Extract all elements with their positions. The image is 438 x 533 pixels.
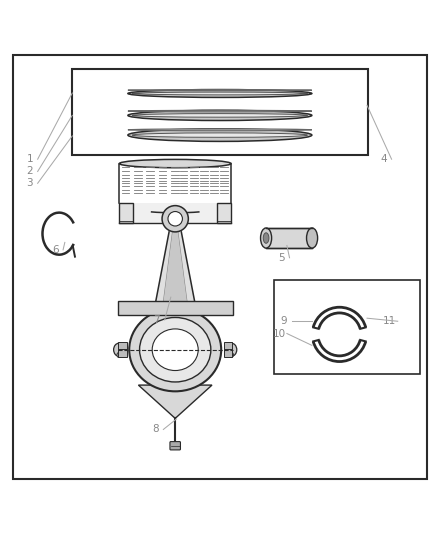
Bar (217, 203, 231, 223)
Bar (224, 349, 233, 358)
Ellipse shape (261, 228, 272, 248)
Ellipse shape (128, 129, 312, 141)
Polygon shape (151, 232, 199, 326)
Polygon shape (138, 385, 212, 418)
Polygon shape (162, 232, 188, 312)
Text: 8: 8 (152, 424, 159, 434)
Text: 7: 7 (153, 315, 160, 325)
Ellipse shape (119, 159, 231, 168)
Bar (118, 342, 127, 351)
Ellipse shape (128, 90, 312, 98)
Ellipse shape (167, 209, 184, 221)
Bar (119, 203, 133, 223)
Ellipse shape (128, 110, 312, 120)
Text: 1: 1 (26, 154, 33, 164)
Ellipse shape (117, 352, 121, 358)
Ellipse shape (132, 114, 307, 117)
Ellipse shape (132, 133, 307, 138)
Bar (118, 349, 127, 358)
Text: 10: 10 (272, 328, 286, 338)
Ellipse shape (128, 129, 312, 131)
Text: 9: 9 (280, 316, 287, 326)
FancyBboxPatch shape (170, 441, 180, 450)
Ellipse shape (152, 329, 198, 370)
Ellipse shape (229, 352, 233, 358)
Ellipse shape (226, 343, 237, 356)
Ellipse shape (132, 92, 307, 95)
Ellipse shape (128, 110, 312, 112)
Bar (274, 280, 420, 374)
Text: 11: 11 (383, 316, 396, 326)
Ellipse shape (113, 343, 124, 356)
Text: 5: 5 (278, 253, 285, 263)
Bar (266, 228, 312, 248)
Text: 6: 6 (52, 245, 59, 255)
Bar (118, 301, 233, 315)
Bar (72, 69, 368, 155)
Ellipse shape (263, 233, 269, 243)
Ellipse shape (128, 90, 312, 91)
Bar (224, 342, 233, 351)
Ellipse shape (140, 318, 211, 382)
Text: 3: 3 (26, 178, 33, 188)
Ellipse shape (162, 206, 188, 232)
Bar (133, 203, 217, 223)
Ellipse shape (168, 212, 183, 226)
Text: 4: 4 (380, 154, 387, 164)
Ellipse shape (129, 308, 221, 391)
Text: 2: 2 (26, 166, 33, 176)
Ellipse shape (307, 228, 318, 248)
